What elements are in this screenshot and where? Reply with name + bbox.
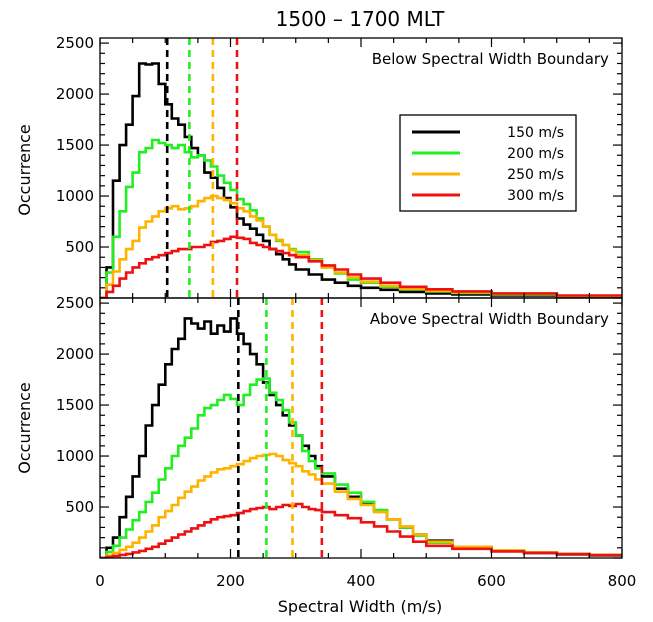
series-2-step-line — [100, 452, 622, 558]
y-tick-label: 500 — [65, 498, 94, 516]
y-tick-label: 1500 — [56, 136, 94, 154]
panel-annotation: Below Spectral Width Boundary — [372, 50, 609, 68]
top-panel: 500 1000 1500 2000 2500 Below Spectral Width … — [56, 34, 623, 299]
y-tick-label: 500 — [65, 238, 94, 256]
x-tick-label: 0 — [95, 572, 105, 590]
y-tick-label: 2500 — [56, 294, 94, 312]
chart-title: 1500 – 1700 MLT — [276, 7, 446, 31]
x-tick-label: 400 — [347, 572, 376, 590]
legend: 150 m/s 200 m/s 250 m/s 300 m/s — [399, 114, 577, 212]
y-tick-label: 2500 — [56, 34, 94, 52]
x-tick-label: 200 — [216, 572, 245, 590]
legend-label: 200 m/s — [507, 146, 564, 162]
y-tick-label: 2000 — [56, 345, 94, 363]
series-3-step-line — [100, 502, 622, 558]
legend-label: 150 m/s — [507, 125, 564, 141]
y-axis-label-top: Occurrence — [15, 124, 34, 215]
y-tick-label: 1500 — [56, 396, 94, 414]
series-1-step-line — [100, 377, 622, 558]
y-tick-label: 1000 — [56, 187, 94, 205]
series-3-step-line — [100, 235, 622, 298]
x-axis-label: Spectral Width (m/s) — [278, 597, 443, 616]
y-axis-label-bottom: Occurrence — [15, 382, 34, 473]
x-tick-label: 600 — [477, 572, 506, 590]
legend-label: 250 m/s — [507, 167, 564, 183]
y-tick-label: 1000 — [56, 447, 94, 465]
y-tick-label: 2000 — [56, 85, 94, 103]
panel-annotation: Above Spectral Width Boundary — [370, 310, 609, 328]
legend-label: 300 m/s — [507, 188, 564, 204]
x-tick-label: 800 — [608, 572, 637, 590]
